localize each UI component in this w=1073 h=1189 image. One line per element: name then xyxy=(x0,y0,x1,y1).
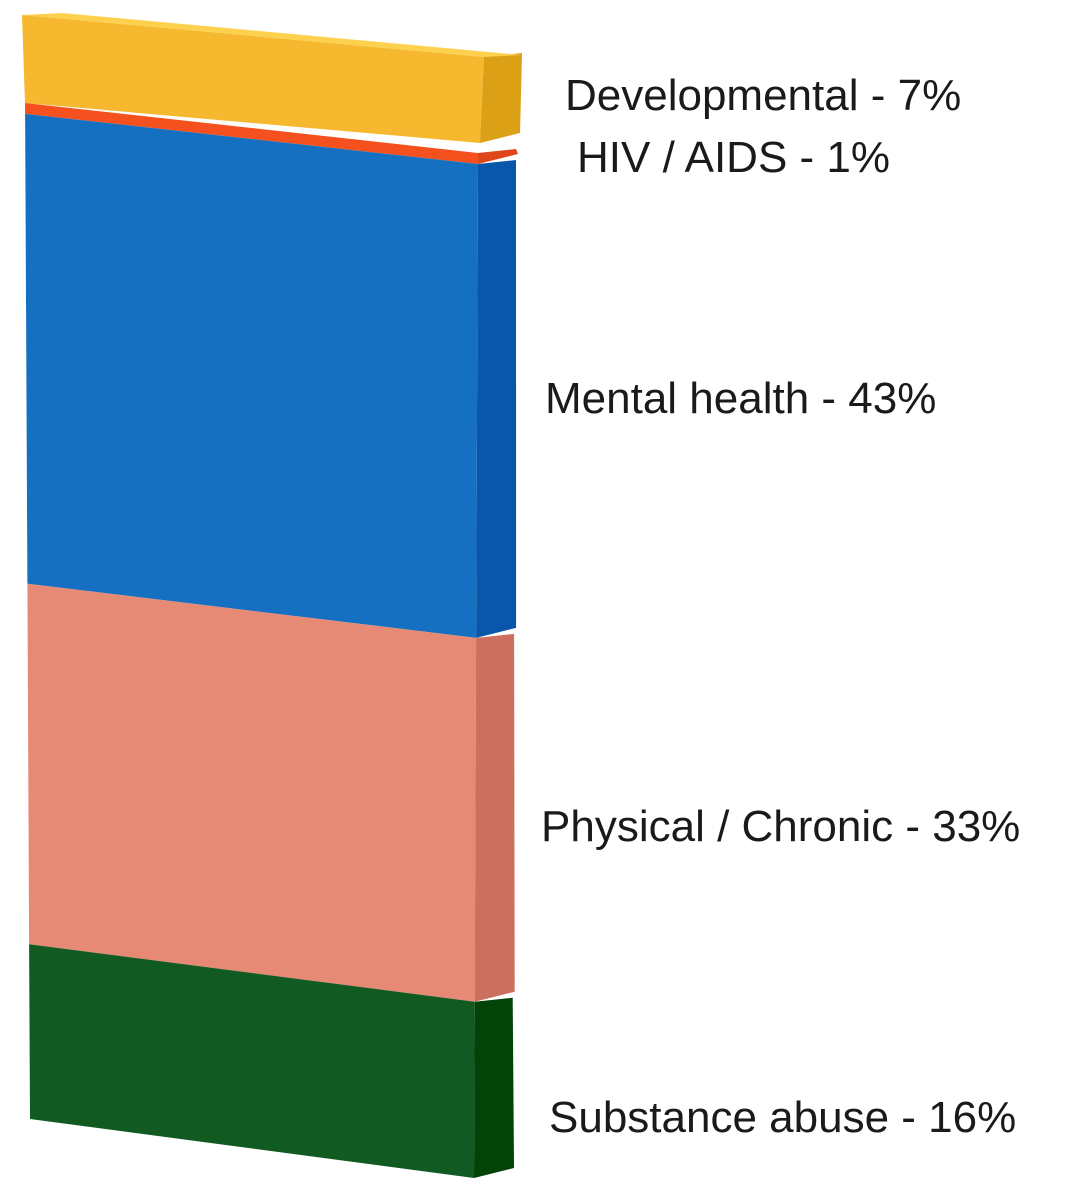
bar-segment-mental-health xyxy=(25,113,478,638)
bar-segment-developmental xyxy=(22,15,484,143)
bar-segment-side-substance-abuse xyxy=(474,997,514,1178)
bar-segment-substance-abuse xyxy=(29,944,475,1178)
bar-segment-physical-chronic xyxy=(27,583,477,1002)
segment-label-hiv-aids: HIV / AIDS - 1% xyxy=(577,133,890,182)
segment-label-mental-health: Mental health - 43% xyxy=(545,374,936,423)
bar-segment-side-physical-chronic xyxy=(474,633,515,1002)
bar-segment-side-hiv-aids xyxy=(478,149,518,164)
bar-segment-side-developmental xyxy=(480,53,522,143)
bar-top-face xyxy=(22,13,522,57)
segment-label-developmental: Developmental - 7% xyxy=(565,71,961,120)
segment-labels: Developmental - 7% HIV / AIDS - 1% Mental … xyxy=(541,71,1020,1142)
segment-label-substance-abuse: Substance abuse - 16% xyxy=(549,1093,1016,1142)
segment-label-physical-chronic: Physical / Chronic - 33% xyxy=(541,802,1020,851)
bar-segment-hiv-aids xyxy=(25,103,478,164)
bar-segment-side-mental-health xyxy=(476,160,517,638)
bar-column xyxy=(22,13,522,1178)
